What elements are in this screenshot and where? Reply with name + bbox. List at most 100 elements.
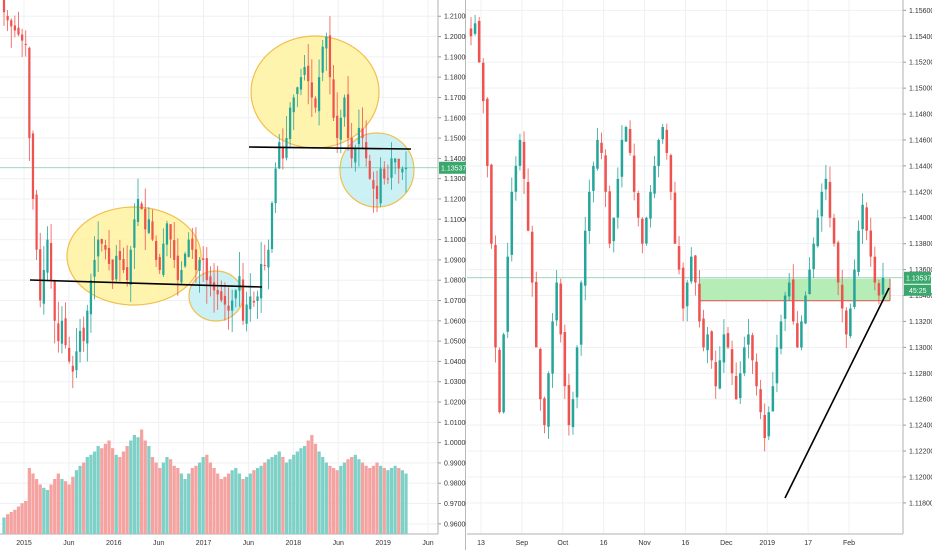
volume-bar xyxy=(121,451,126,534)
daily-candle xyxy=(865,207,868,231)
daily-candle xyxy=(710,331,713,361)
y-tick-label: 1.03000 xyxy=(444,379,466,386)
left-chart-panel[interactable]: 1.21000 1.20000 1.19000 1.18000 1.17000 1.160… xyxy=(0,0,466,550)
volume-bar xyxy=(89,454,93,534)
trendline[interactable] xyxy=(784,287,890,499)
volume-bar xyxy=(56,473,60,534)
volume-bar xyxy=(107,440,111,534)
resistance-line[interactable] xyxy=(248,146,412,150)
weekly-candle xyxy=(97,239,100,257)
weekly-candle xyxy=(147,219,150,233)
daily-candle xyxy=(845,310,848,335)
daily-candle xyxy=(583,230,587,286)
daily-candle xyxy=(579,282,583,345)
y-tick-label: 1.16000 xyxy=(444,115,466,122)
daily-candle xyxy=(734,376,738,400)
volume-bar xyxy=(375,462,379,534)
daily-candle xyxy=(559,283,563,335)
weekly-candle xyxy=(133,219,136,248)
weekly-candle xyxy=(343,97,346,118)
weekly-candle xyxy=(13,25,16,31)
weekly-candle xyxy=(267,249,270,268)
y-tick-label: 1.20000 xyxy=(444,34,466,41)
x-tick-label: Jun xyxy=(153,540,164,547)
daily-candle xyxy=(624,127,628,142)
volume-bar xyxy=(53,479,57,534)
volume-bar xyxy=(63,481,68,534)
weekly-candle xyxy=(49,242,53,281)
y-tick-label: 1.15400 xyxy=(909,34,932,41)
daily-candle xyxy=(771,386,775,412)
daily-candle xyxy=(604,155,607,192)
daily-candle xyxy=(567,385,571,426)
volume-bar xyxy=(223,476,227,534)
weekly-chart[interactable]: 1.21000 1.20000 1.19000 1.18000 1.17000 1.160… xyxy=(0,0,466,550)
y-tick-label: 1.12000 xyxy=(444,196,466,203)
x-tick-label: Jun xyxy=(422,540,433,547)
y-tick-label: 1.14800 xyxy=(909,112,932,119)
volume-bar xyxy=(346,459,350,534)
daily-candle xyxy=(812,243,815,270)
daily-candle xyxy=(539,349,542,400)
daily-candle xyxy=(804,295,807,324)
daily-candle xyxy=(620,139,624,177)
weekly-candle xyxy=(24,43,27,45)
support-line[interactable] xyxy=(29,279,263,288)
weekly-candle xyxy=(379,168,382,204)
volume-bar xyxy=(5,514,10,534)
y-tick-label: 1.13600 xyxy=(909,267,932,274)
weekly-candle xyxy=(375,185,379,199)
volume-bar xyxy=(49,484,53,534)
countdown-label: 45:25 xyxy=(909,288,927,295)
weekly-candle xyxy=(100,239,103,244)
x-tick-label: Dec xyxy=(720,540,733,547)
volume-bar xyxy=(38,484,42,534)
volume-bar xyxy=(34,479,39,534)
volume-bar xyxy=(74,470,79,534)
y-tick-label: 1.13800 xyxy=(909,241,932,248)
y-tick-label: 1.08000 xyxy=(444,278,466,285)
daily-candle xyxy=(738,373,742,399)
y-tick-label: 1.15200 xyxy=(909,60,932,67)
weekly-candle xyxy=(270,203,274,250)
weekly-candle xyxy=(346,94,350,139)
daily-candle xyxy=(832,217,836,244)
daily-candle xyxy=(824,178,828,190)
daily-candle xyxy=(522,141,526,179)
daily-candle xyxy=(690,256,693,282)
daily-chart[interactable]: 1.15600 1.15400 1.15200 1.15000 1.14800 1.146… xyxy=(467,0,932,550)
daily-candle xyxy=(510,191,514,255)
volume-bar xyxy=(357,459,361,534)
daily-candle xyxy=(694,255,697,283)
weekly-candle xyxy=(165,223,169,245)
weekly-candle xyxy=(307,65,310,82)
daily-candle xyxy=(616,178,620,218)
weekly-candle xyxy=(321,46,324,73)
volume-bar xyxy=(335,470,339,534)
x-tick-label: 2017 xyxy=(196,540,212,547)
weekly-candle xyxy=(397,158,400,169)
volume-bar xyxy=(60,479,64,534)
x-tick-label: 2018 xyxy=(286,540,302,547)
weekly-candle xyxy=(115,255,118,280)
volume-bar xyxy=(397,468,401,534)
weekly-candle xyxy=(354,148,357,163)
volume-bar xyxy=(342,462,347,534)
weekly-candle xyxy=(93,259,96,277)
weekly-candle xyxy=(75,351,78,371)
volume-bar xyxy=(216,473,220,534)
volume-bar xyxy=(234,468,238,534)
daily-candle xyxy=(743,347,746,374)
right-chart-panel[interactable]: 1.15600 1.15400 1.15200 1.15000 1.14800 1.146… xyxy=(467,0,932,550)
y-tick-label: 1.14000 xyxy=(909,215,932,222)
x-tick-label: 2019 xyxy=(759,540,775,547)
daily-candle xyxy=(849,308,852,337)
volume-bar xyxy=(168,459,173,534)
volume-bar xyxy=(161,462,165,534)
demand-zone[interactable] xyxy=(700,278,890,301)
volume-bar xyxy=(96,446,100,534)
daily-candle xyxy=(800,321,803,348)
daily-candle xyxy=(571,399,575,428)
x-tick-label: 2019 xyxy=(375,540,391,547)
